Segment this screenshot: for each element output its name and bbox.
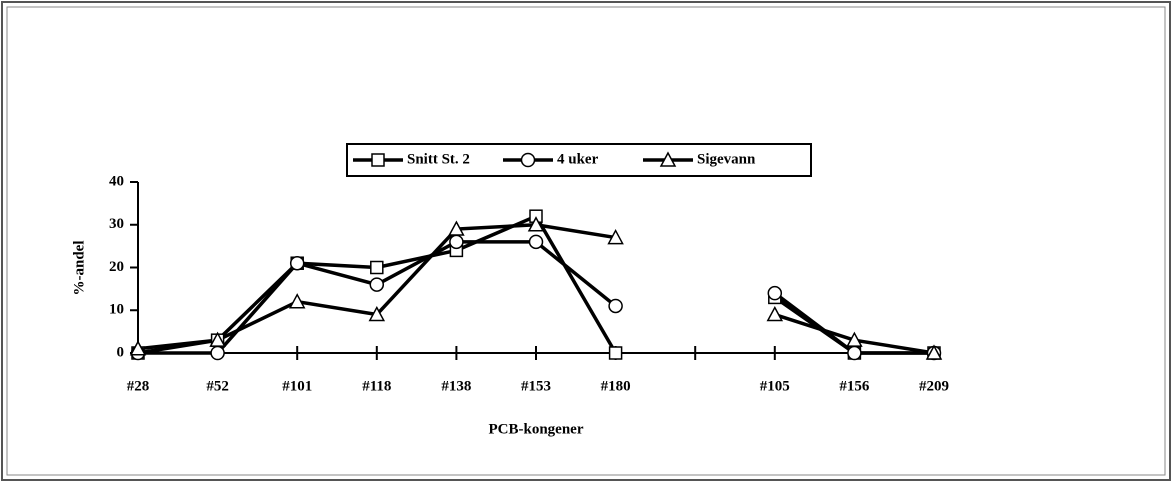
legend-box	[346, 143, 812, 177]
x-tick-label: #153	[521, 378, 551, 394]
legend-marker	[520, 152, 536, 168]
point	[368, 305, 386, 322]
legend-label: Snitt St. 2	[407, 151, 470, 167]
point	[767, 285, 783, 301]
point	[369, 277, 385, 292]
x-tick-label: #101	[282, 378, 312, 394]
point	[288, 293, 306, 309]
y-tick-label: 0	[117, 344, 125, 360]
point	[847, 345, 862, 361]
point	[527, 216, 545, 232]
x-tick-label: #52	[206, 378, 229, 394]
point	[209, 331, 226, 347]
point	[608, 346, 623, 360]
point	[925, 344, 943, 360]
point	[448, 220, 465, 236]
y-tick-label: 10	[109, 302, 124, 318]
point	[289, 255, 305, 271]
x-axis-label: PCB-kongener	[489, 421, 584, 437]
x-tick-label: #209	[919, 378, 949, 394]
legend-marker	[371, 153, 385, 167]
point	[370, 260, 384, 275]
x-tick-label: #28	[127, 378, 150, 394]
y-axis-label: %-andel	[71, 240, 87, 295]
x-tick-label: #138	[441, 378, 471, 394]
x-tick-label: #156	[839, 378, 870, 394]
point	[766, 305, 784, 322]
point	[846, 331, 863, 347]
legend-label: 4 uker	[557, 151, 599, 167]
point	[129, 340, 147, 356]
legend-label: Sigevann	[697, 151, 756, 167]
y-tick-label: 40	[109, 173, 124, 189]
series-line	[138, 240, 934, 355]
x-tick-label: #118	[362, 378, 391, 394]
point	[607, 228, 624, 245]
legend-marker	[659, 151, 677, 167]
y-tick-label: 30	[109, 216, 124, 232]
y-tick-label: 20	[109, 259, 124, 275]
x-tick-label: #180	[601, 378, 631, 394]
frame-inner	[6, 6, 1166, 476]
point	[528, 234, 544, 250]
point	[449, 234, 464, 250]
point	[210, 345, 225, 361]
x-tick-label: #105	[760, 378, 790, 394]
point	[608, 298, 623, 314]
